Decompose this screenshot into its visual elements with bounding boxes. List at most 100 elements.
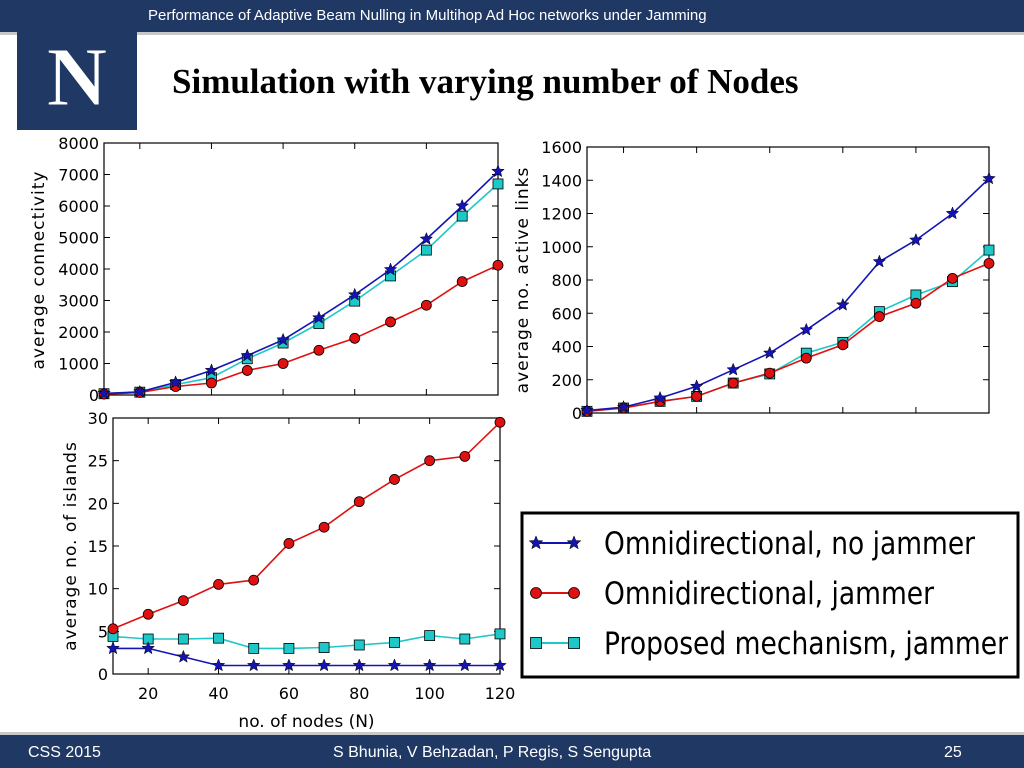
data-point	[947, 272, 958, 284]
data-point	[691, 390, 703, 402]
y-tick-label: 600	[551, 304, 582, 323]
data-point	[419, 231, 434, 245]
data-point	[349, 332, 361, 344]
data-point	[492, 178, 504, 190]
data-point	[313, 318, 325, 329]
data-point	[170, 379, 182, 391]
data-point	[389, 637, 400, 648]
data-point	[248, 643, 260, 654]
y-axis-label: average no. active links	[513, 167, 533, 394]
data-point	[837, 336, 849, 348]
y-tick-label: 0	[89, 386, 99, 405]
data-point	[347, 287, 362, 301]
y-tick-label: 4000	[58, 260, 99, 279]
legend-marker	[530, 637, 542, 649]
data-point	[312, 310, 326, 324]
data-point	[317, 658, 331, 672]
x-tick-label: 120	[485, 684, 516, 703]
data-point	[945, 206, 960, 220]
data-point	[581, 405, 593, 417]
data-point	[385, 270, 396, 282]
legend-marker	[568, 587, 580, 599]
data-point	[982, 171, 996, 185]
data-point	[764, 367, 776, 379]
data-point	[872, 254, 887, 268]
legend-label: Omnidirectional, jammer	[604, 576, 934, 612]
data-point	[491, 164, 505, 178]
legend-label: Proposed mechanism, jammer	[604, 626, 1008, 662]
data-point	[800, 347, 812, 359]
data-point	[910, 289, 922, 301]
data-point	[204, 363, 219, 377]
data-point	[837, 339, 849, 351]
header-bar: Performance of Adaptive Beam Nulling in …	[0, 0, 1024, 32]
y-tick-label: 1200	[541, 205, 582, 224]
legend-marker	[530, 587, 542, 599]
y-tick-label: 20	[88, 494, 108, 513]
data-point	[283, 643, 295, 654]
data-point	[177, 595, 189, 607]
data-point	[799, 322, 814, 336]
footer-conference: CSS 2015	[28, 744, 101, 761]
y-tick-label: 6000	[58, 197, 99, 216]
data-point	[282, 658, 296, 672]
data-point	[457, 658, 472, 672]
plot-frame	[103, 142, 499, 396]
legend-marker	[566, 535, 582, 550]
data-point	[318, 521, 330, 533]
y-tick-label: 7000	[58, 166, 99, 185]
data-point	[353, 639, 365, 651]
series-no-jammer	[106, 641, 507, 672]
data-point	[176, 649, 191, 663]
data-point	[424, 455, 436, 467]
data-point	[910, 297, 922, 309]
data-point	[241, 365, 253, 376]
data-point	[98, 388, 110, 400]
data-point	[313, 344, 325, 356]
data-point	[107, 623, 119, 635]
series-line	[113, 647, 500, 667]
data-point	[654, 395, 666, 407]
data-point	[420, 299, 432, 311]
series-no-jammer	[580, 171, 996, 417]
data-point	[385, 316, 396, 328]
footer-bar	[0, 735, 1024, 768]
x-tick-label: 40	[208, 684, 228, 703]
data-point	[581, 405, 593, 417]
series-line	[112, 633, 501, 650]
data-point	[142, 633, 154, 645]
y-axis-label: average connectivity	[29, 171, 49, 370]
data-point	[764, 368, 776, 380]
y-tick-label: 10	[88, 580, 108, 599]
logo-letter: N	[47, 31, 108, 124]
data-point	[134, 386, 146, 398]
data-point	[616, 400, 631, 413]
data-point	[177, 633, 189, 645]
data-point	[206, 372, 217, 384]
data-point	[726, 362, 741, 376]
data-point	[98, 388, 110, 400]
data-point	[420, 244, 432, 256]
data-point	[142, 608, 154, 620]
series-line	[586, 262, 990, 413]
y-tick-label: 5000	[58, 229, 99, 248]
data-point	[653, 390, 667, 404]
data-point	[459, 633, 471, 645]
data-point	[800, 352, 812, 364]
y-tick-label: 8000	[58, 134, 99, 153]
y-tick-label: 1000	[541, 238, 582, 257]
data-point	[455, 198, 470, 212]
y-tick-label: 15	[88, 537, 108, 556]
data-point	[106, 641, 120, 655]
data-point	[492, 259, 504, 271]
x-tick-label: 60	[279, 684, 299, 703]
data-point	[246, 658, 261, 672]
data-point	[459, 450, 471, 462]
data-point	[283, 538, 295, 549]
data-point	[727, 377, 739, 389]
data-point	[947, 276, 958, 288]
data-point	[422, 658, 437, 672]
data-point	[211, 658, 226, 672]
series-line	[103, 183, 499, 395]
